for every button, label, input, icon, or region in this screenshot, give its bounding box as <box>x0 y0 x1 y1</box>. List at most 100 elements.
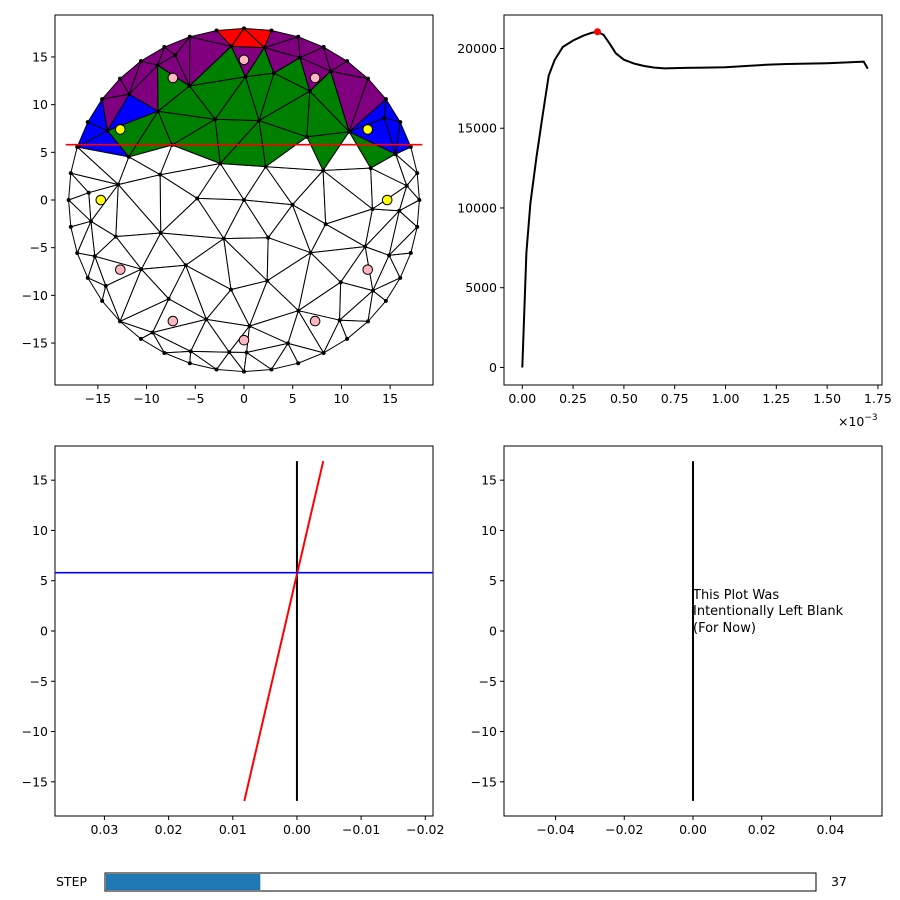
mesh-node <box>242 369 246 374</box>
mesh-node <box>188 349 193 354</box>
mesh-node <box>290 202 295 207</box>
mesh-node <box>242 198 246 202</box>
y-tick-label: 15 <box>32 49 48 64</box>
blank-note-line-3: (For Now) <box>693 621 756 636</box>
offset-label: ×10−3 <box>838 413 878 429</box>
rebar-marker <box>309 72 321 84</box>
y-tick-label: 15000 <box>457 121 497 136</box>
slider-value: 37 <box>831 874 847 889</box>
x-tick-label: −15 <box>85 391 111 406</box>
mesh-node <box>68 224 73 229</box>
mesh-node <box>417 198 422 202</box>
mesh-node <box>269 367 274 372</box>
y-tick-label: 10000 <box>457 200 497 215</box>
current-step-marker <box>593 28 601 36</box>
mesh-node <box>304 134 309 139</box>
mesh-node <box>214 28 219 33</box>
mesh-node <box>227 350 232 355</box>
rebar-marker <box>114 124 126 135</box>
y-tick-label: 5 <box>40 573 48 588</box>
mesh-node <box>213 117 218 122</box>
mesh-element <box>398 199 420 228</box>
blank-axes: −0.04 −0.02 0.00 0.02 0.04 −15 −10 −5 0 5 10 15 Thi… <box>471 445 883 837</box>
slider-label: STEP <box>56 874 87 889</box>
mesh-node <box>296 361 301 366</box>
y-tick-label: 0 <box>489 360 497 375</box>
mesh-node <box>408 144 413 149</box>
mesh-node <box>86 190 91 195</box>
slider-track[interactable] <box>104 872 817 892</box>
mesh-node <box>323 222 328 227</box>
mesh-node <box>271 71 276 76</box>
mesh-node <box>155 63 160 68</box>
mesh-element <box>70 220 92 255</box>
y-tick-label: 10 <box>32 523 48 538</box>
mesh-node <box>347 129 352 134</box>
mesh-element <box>371 276 402 302</box>
mesh-node <box>370 288 375 293</box>
mesh-node <box>204 317 209 322</box>
mesh-node <box>162 350 167 355</box>
mesh-node <box>105 128 110 133</box>
mesh-node <box>214 367 219 372</box>
mesh-element <box>76 121 109 149</box>
mesh-element <box>338 319 370 340</box>
mesh-element <box>100 77 130 100</box>
mesh-element <box>76 252 96 280</box>
y-tick-label: −15 <box>471 774 497 789</box>
mesh-node <box>266 235 271 240</box>
mesh-node <box>415 171 420 176</box>
mesh-node <box>228 287 233 292</box>
mesh-element <box>189 29 233 48</box>
rebar-marker <box>362 124 374 135</box>
x-tick-label: 0.01 <box>219 822 247 837</box>
mesh-element <box>348 77 387 133</box>
strain-profile-axes: 0.03 0.02 0.01 0.00 −0.01 −0.02 −15 −10 −5 0 5 10 15 <box>22 445 444 837</box>
x-tick-label: −0.02 <box>605 822 643 837</box>
step-slider[interactable]: STEP 37 <box>56 872 847 892</box>
mesh-node <box>321 45 326 50</box>
mesh-node <box>263 164 268 169</box>
mesh-element <box>287 342 326 364</box>
x-tick-label: 15 <box>382 391 398 406</box>
mesh-node <box>75 144 80 149</box>
rebar-marker <box>362 264 374 275</box>
x-tick-label: −0.01 <box>342 822 380 837</box>
mesh-node <box>113 234 118 239</box>
mesh-node <box>68 171 73 176</box>
mesh-node <box>166 296 171 301</box>
slider-fill[interactable] <box>106 874 261 890</box>
mesh-node <box>187 83 192 88</box>
mesh-node <box>382 115 387 120</box>
mesh-node <box>85 120 90 125</box>
mesh-node <box>138 59 143 64</box>
mesh-element <box>68 171 90 201</box>
mesh-node <box>345 336 350 341</box>
mesh-node <box>370 206 375 211</box>
moment-curvature-axes: 0.00 0.25 0.50 0.75 1.00 1.25 1.50 1.75 0 5000 100… <box>457 14 892 429</box>
mesh-node <box>257 118 262 123</box>
y-tick-label: −5 <box>30 674 48 689</box>
blank-note-line-1: This Plot Was <box>692 588 779 603</box>
mesh-node <box>307 89 312 94</box>
rebar-marker <box>114 264 126 275</box>
mesh-node <box>103 283 108 288</box>
mesh-node <box>262 45 267 50</box>
mesh-node <box>66 198 71 202</box>
mesh-element <box>387 225 419 256</box>
mesh-element <box>139 45 166 66</box>
y-tick-label: −10 <box>471 724 497 739</box>
mesh-element <box>101 284 121 322</box>
y-tick-label: 15 <box>481 473 497 488</box>
x-tick-label: 1.00 <box>712 391 740 406</box>
x-tick-label: 1.25 <box>762 391 790 406</box>
mesh-node <box>100 298 105 303</box>
mesh-node <box>337 318 342 323</box>
y-tick-label: 0 <box>40 624 48 639</box>
y-tick-label: 15 <box>32 473 48 488</box>
mesh-node <box>265 278 270 283</box>
mesh-node <box>338 280 343 285</box>
mesh-node <box>118 319 123 324</box>
mesh-node <box>404 183 409 188</box>
mesh-element <box>243 351 273 373</box>
